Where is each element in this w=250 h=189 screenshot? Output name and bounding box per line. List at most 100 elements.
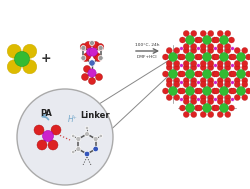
Circle shape: [230, 88, 236, 94]
Circle shape: [183, 30, 189, 36]
Circle shape: [93, 146, 98, 152]
Circle shape: [217, 60, 223, 67]
Circle shape: [196, 88, 202, 94]
Circle shape: [225, 64, 231, 70]
Circle shape: [220, 70, 228, 78]
Circle shape: [212, 71, 218, 77]
Circle shape: [97, 43, 104, 50]
Circle shape: [194, 71, 200, 77]
Circle shape: [200, 94, 206, 101]
Circle shape: [98, 46, 103, 50]
Circle shape: [212, 54, 218, 60]
Circle shape: [166, 64, 172, 70]
Circle shape: [228, 105, 234, 111]
Circle shape: [242, 60, 248, 67]
Circle shape: [230, 46, 234, 50]
Circle shape: [208, 98, 214, 105]
Circle shape: [228, 54, 234, 60]
Circle shape: [225, 30, 231, 36]
Circle shape: [208, 30, 214, 36]
Circle shape: [93, 136, 98, 142]
Circle shape: [225, 77, 231, 84]
Circle shape: [183, 98, 189, 105]
Circle shape: [183, 77, 189, 84]
Circle shape: [196, 54, 202, 60]
Circle shape: [80, 43, 87, 50]
Circle shape: [183, 81, 189, 88]
Circle shape: [208, 94, 214, 101]
Circle shape: [236, 70, 246, 78]
Circle shape: [246, 71, 250, 77]
Circle shape: [81, 46, 86, 50]
Circle shape: [76, 136, 81, 142]
Circle shape: [200, 77, 206, 84]
Circle shape: [200, 112, 206, 118]
Circle shape: [81, 56, 86, 60]
Circle shape: [208, 60, 214, 67]
Circle shape: [242, 81, 248, 88]
Circle shape: [214, 37, 220, 43]
Circle shape: [208, 112, 214, 118]
Circle shape: [180, 105, 186, 111]
Circle shape: [85, 126, 89, 130]
Circle shape: [76, 146, 81, 152]
Circle shape: [186, 87, 194, 95]
Circle shape: [225, 43, 231, 50]
Circle shape: [200, 81, 206, 88]
Circle shape: [186, 53, 194, 61]
Circle shape: [234, 64, 240, 70]
Circle shape: [242, 47, 248, 53]
Circle shape: [200, 30, 206, 36]
Circle shape: [168, 87, 177, 95]
Circle shape: [191, 112, 197, 118]
Circle shape: [174, 64, 180, 70]
Circle shape: [82, 74, 88, 81]
Circle shape: [217, 43, 223, 50]
Circle shape: [228, 71, 234, 77]
Circle shape: [208, 81, 214, 88]
Circle shape: [220, 53, 228, 61]
Circle shape: [217, 112, 223, 118]
Circle shape: [236, 53, 246, 61]
Circle shape: [225, 60, 231, 67]
Circle shape: [17, 89, 113, 185]
Circle shape: [225, 98, 231, 105]
Circle shape: [202, 70, 211, 78]
Circle shape: [186, 70, 194, 78]
Circle shape: [225, 47, 231, 53]
Circle shape: [242, 77, 248, 84]
Circle shape: [217, 94, 223, 101]
Circle shape: [178, 88, 184, 94]
Text: Linker: Linker: [80, 111, 110, 119]
Circle shape: [99, 134, 103, 138]
Circle shape: [71, 134, 75, 138]
Text: +: +: [41, 53, 51, 66]
Text: PA: PA: [40, 108, 52, 118]
Circle shape: [214, 98, 218, 101]
Circle shape: [191, 98, 197, 105]
FancyArrowPatch shape: [42, 114, 48, 120]
Circle shape: [14, 51, 30, 67]
Circle shape: [89, 60, 95, 66]
Circle shape: [230, 54, 236, 60]
Circle shape: [217, 98, 223, 105]
Circle shape: [85, 42, 92, 49]
Circle shape: [214, 81, 218, 84]
Circle shape: [95, 54, 102, 61]
Circle shape: [212, 88, 218, 94]
Circle shape: [228, 37, 234, 43]
Circle shape: [84, 132, 89, 136]
Circle shape: [234, 47, 240, 53]
Circle shape: [196, 98, 200, 101]
Circle shape: [186, 104, 194, 112]
Circle shape: [174, 60, 180, 67]
Text: 100°C, 24h: 100°C, 24h: [135, 43, 159, 47]
Circle shape: [34, 125, 44, 135]
Circle shape: [196, 71, 202, 77]
Circle shape: [180, 81, 184, 84]
Circle shape: [23, 44, 37, 58]
Circle shape: [48, 140, 58, 150]
Circle shape: [84, 53, 91, 60]
Circle shape: [180, 37, 186, 43]
Circle shape: [93, 53, 100, 60]
